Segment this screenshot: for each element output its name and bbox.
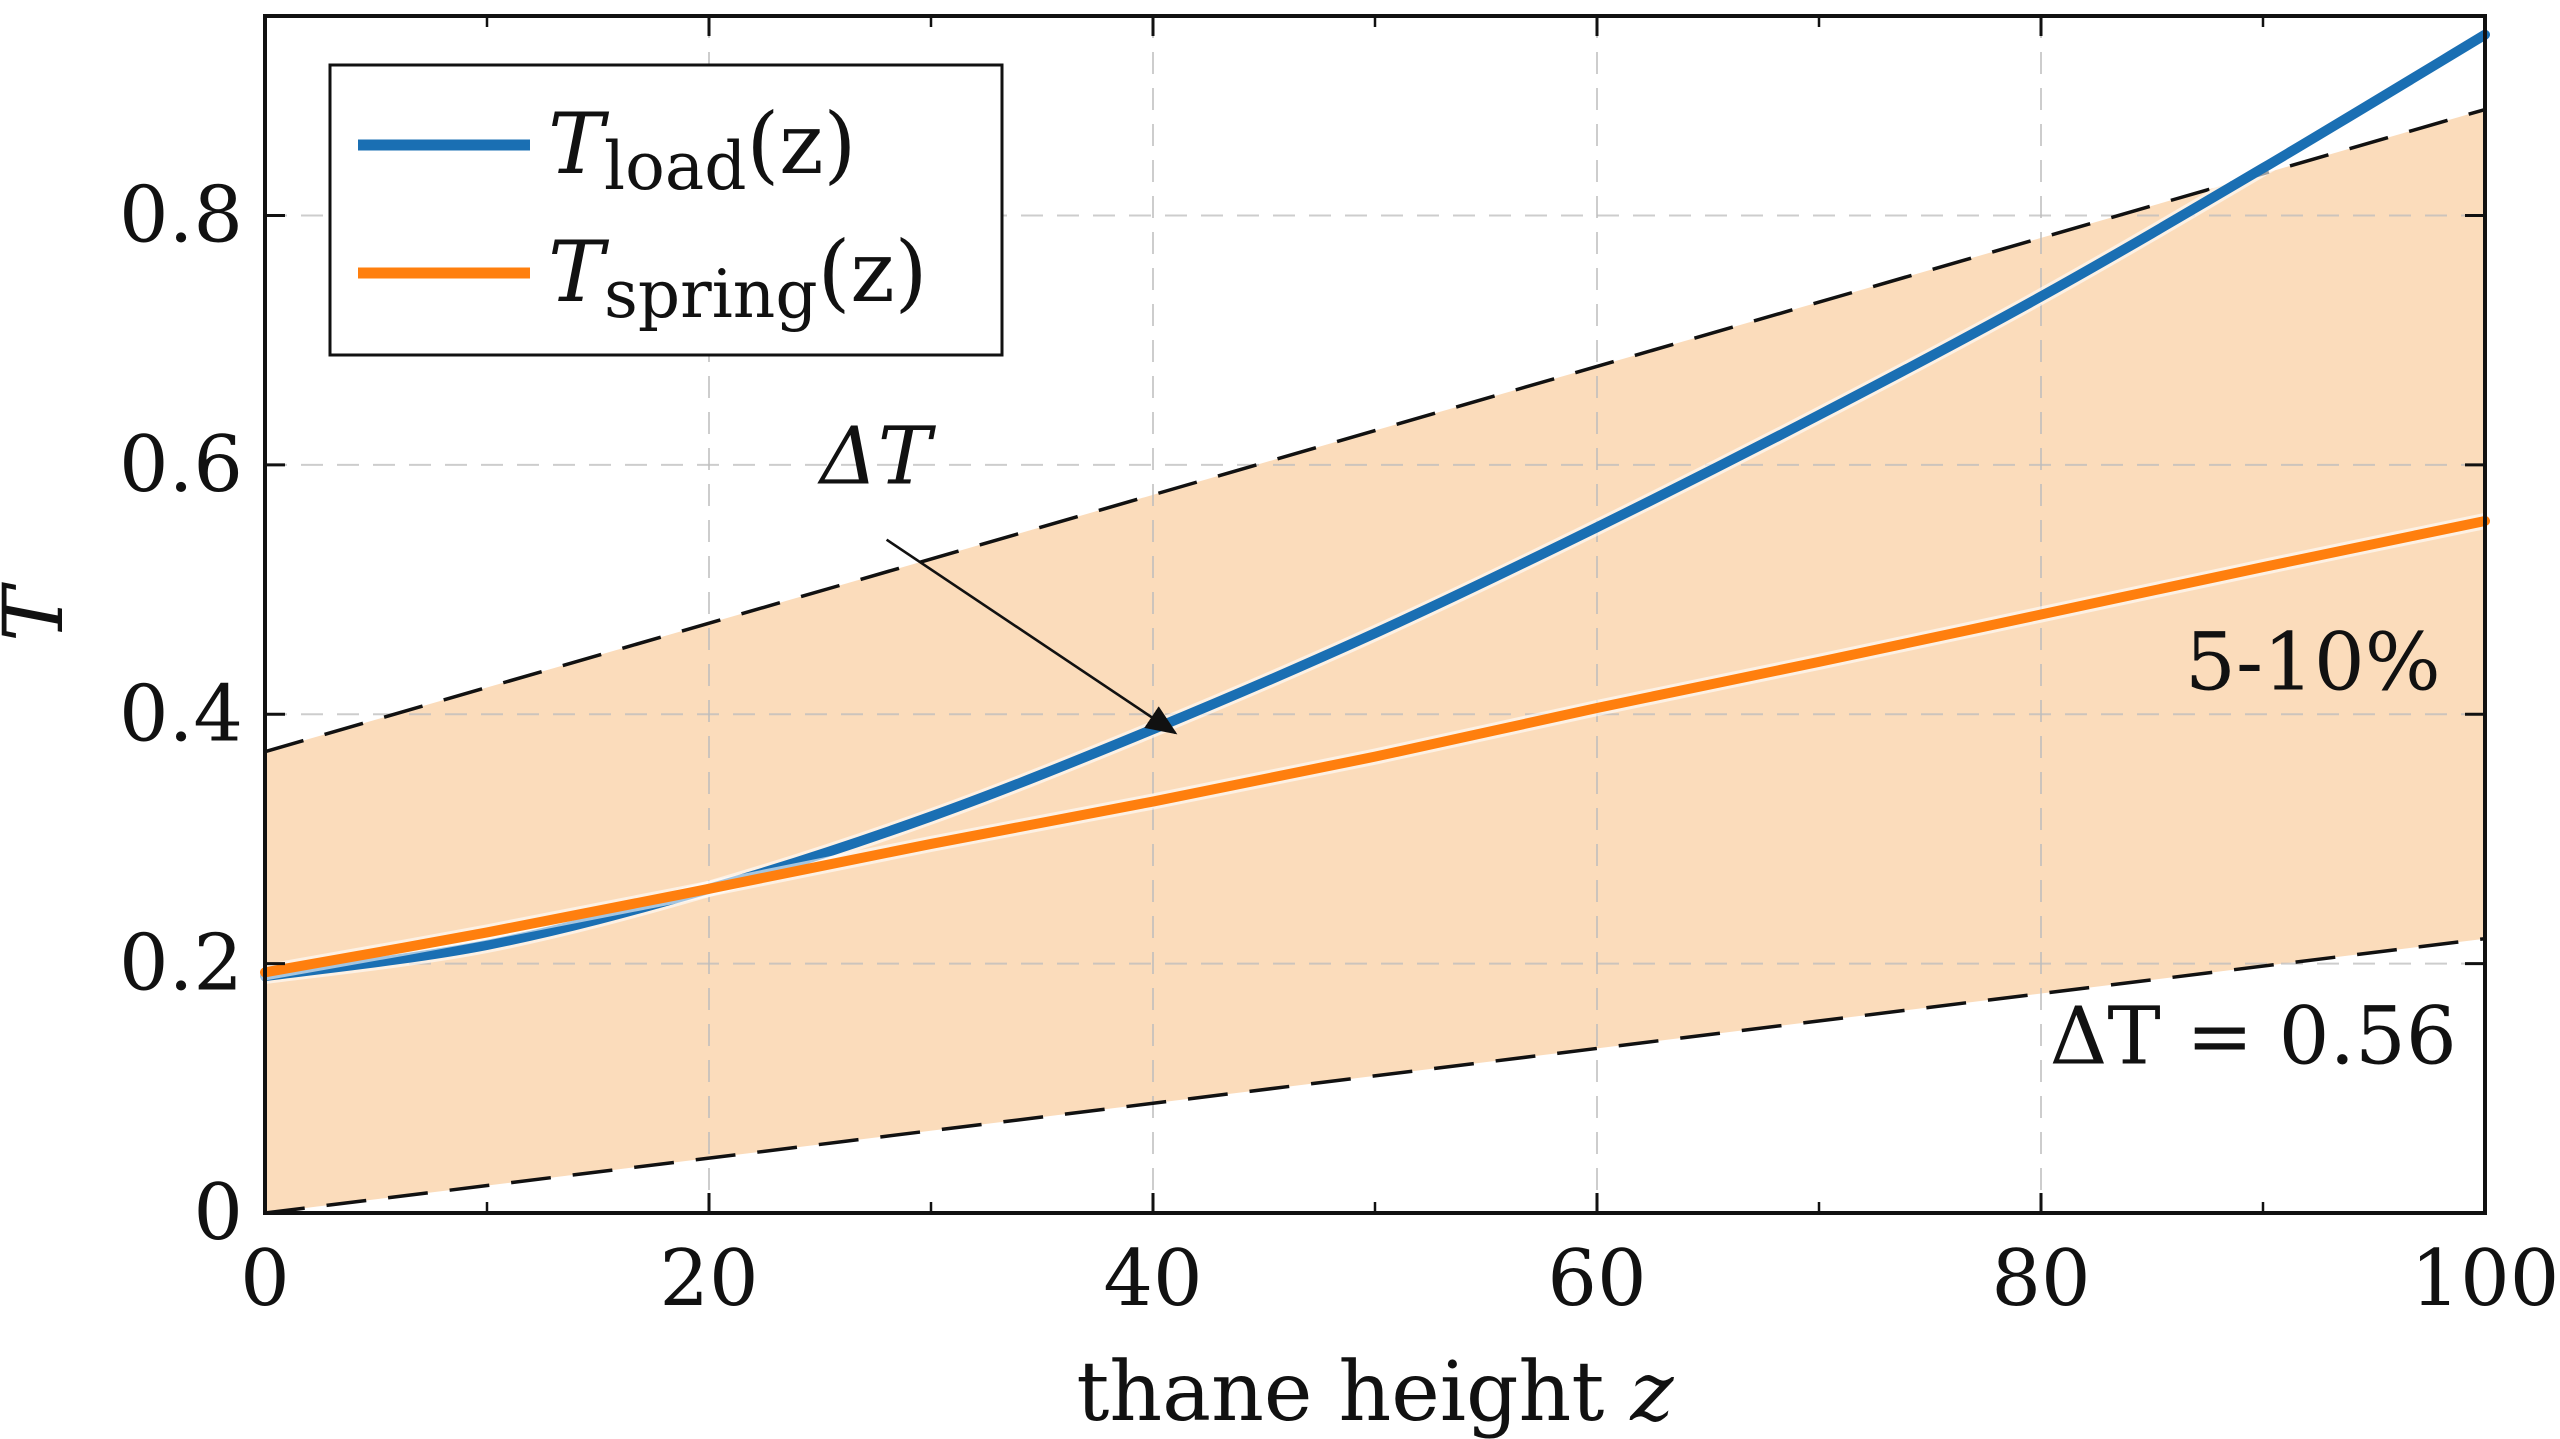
delta-label: ΔT: [817, 410, 937, 503]
y-axis-title: T: [0, 582, 82, 642]
x-axis-title-var: z: [1629, 1345, 1674, 1439]
series-line-spring: [260, 515, 2490, 978]
band-upper-edge: [264, 107, 2486, 754]
y-tick-label: 0.2: [119, 919, 243, 1009]
y-tick-label: 0.6: [119, 420, 243, 510]
legend-label-spring: Tspring(z): [548, 223, 927, 333]
legend-label-arg: (z): [818, 223, 928, 321]
x-tick-label: 80: [1991, 1234, 2090, 1324]
legend-label-main: T: [548, 95, 610, 193]
x-axis-title-text: thane height: [1076, 1345, 1630, 1439]
delta-arrow: [885, 538, 1178, 735]
x-tick-label: 60: [1547, 1234, 1646, 1324]
x-tick-label: 0: [240, 1234, 290, 1324]
y-tick-label: 0: [193, 1168, 243, 1258]
legend-label-sub: spring: [604, 256, 818, 333]
x-tick-label: 100: [2411, 1234, 2560, 1324]
x-axis-title: thane height z: [1076, 1345, 1674, 1439]
delta-value-label: ΔT = 0.56: [2050, 989, 2457, 1082]
x-tick-label: 20: [659, 1234, 758, 1324]
watermark: 豆包AI生成: [2211, 1321, 2490, 1386]
band-lower-edge: [264, 936, 2486, 1215]
percent-label: 5-10%: [2185, 615, 2441, 708]
legend-label-load: Tload(z): [548, 95, 856, 205]
legend-label-main: T: [548, 223, 610, 321]
legend-label-arg: (z): [746, 95, 856, 193]
tolerance-band: [265, 109, 2485, 1213]
legend-box: [328, 63, 1004, 357]
x-tick-label: 40: [1103, 1234, 1202, 1324]
legend-label-sub: load: [604, 128, 746, 205]
y-tick-label: 0.4: [119, 669, 243, 759]
y-tick-label: 0.8: [119, 171, 243, 261]
